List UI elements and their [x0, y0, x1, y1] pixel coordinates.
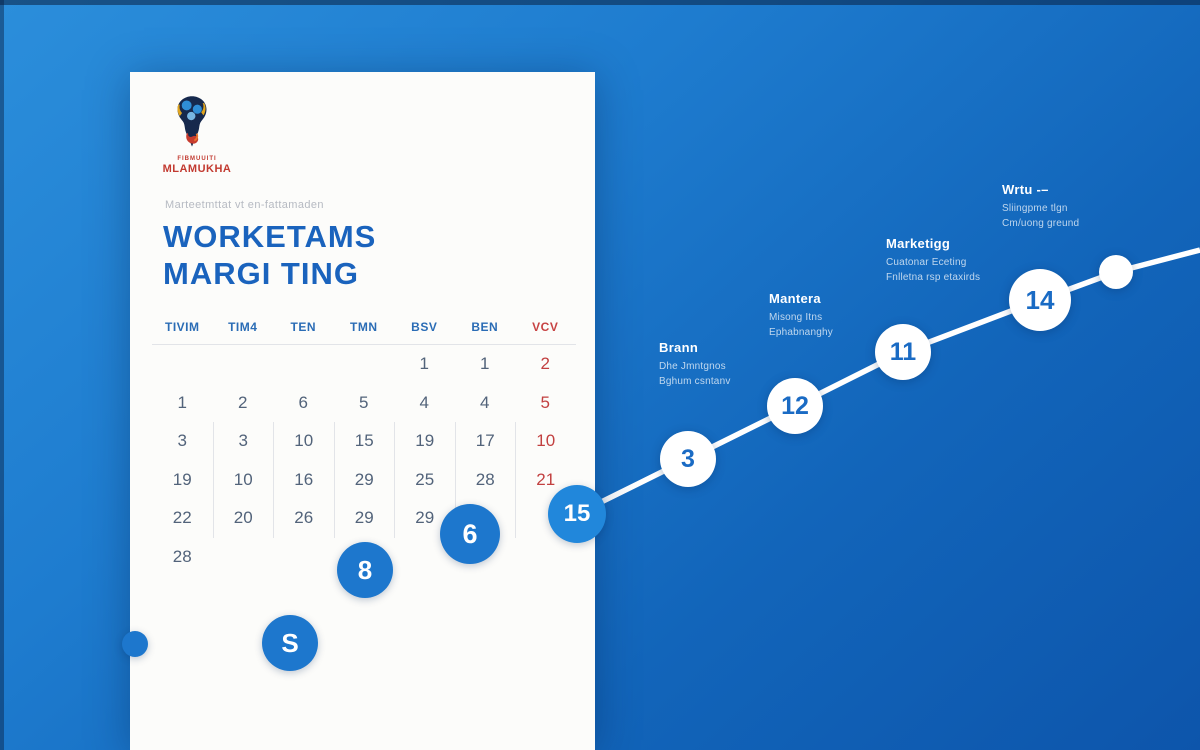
milestone-text: Cm/uong greund [1002, 218, 1080, 229]
calendar-grid: TIVIM TIM4 TEN TMN BSV BEN VCV 1 1 2 1 [152, 312, 576, 576]
calendar-cell: 28 [454, 460, 516, 499]
calendar-day-header: TIVIM [165, 320, 200, 334]
trophy-logo-icon [166, 94, 218, 158]
poster-title-line1: WORKETAMS [163, 219, 377, 254]
logo-caption-small: FIBMUUITI [177, 156, 217, 162]
calendar-cell [152, 345, 213, 384]
calendar-cell: 2 [540, 354, 550, 374]
calendar-cell: 4 [480, 392, 490, 412]
calendar-cell: 29 [333, 460, 395, 499]
calendar-cell: 6 [298, 392, 308, 412]
timeline-start-dot [122, 631, 148, 657]
calendar-header-row: TIVIM TIM4 TEN TMN BSV BEN VCV [152, 312, 576, 342]
calendar-cell: 17 [454, 422, 516, 461]
calendar-cell: 29 [394, 499, 455, 538]
calendar-day-header: TEN [290, 320, 316, 334]
milestone-label: Brann Dhe Jmntgnos Bghum csntanv [659, 340, 809, 389]
calendar-cell [334, 345, 395, 384]
poster-title-line2: MARGI TING [163, 256, 359, 291]
milestone-label: Mantera Misong Itns Ephabnanghy [769, 291, 919, 340]
milestone-text: Fnlletna rsp etaxirds [886, 272, 981, 283]
calendar-cell [273, 538, 334, 577]
poster-subtitle: Marteetmttat vt en-fattamaden [165, 199, 324, 211]
left-edge-shade [0, 0, 4, 750]
calendar-cell [273, 345, 334, 384]
timeline-node: S [262, 615, 318, 671]
calendar-cell [213, 538, 274, 577]
calendar-cell: 20 [212, 499, 274, 538]
milestone-label: Marketigg Cuatonar Eceting Fnlletna rsp … [886, 236, 1036, 285]
calendar-cell [515, 538, 576, 577]
calendar-cell: 5 [359, 392, 369, 412]
calendar-day-header: VCV [532, 320, 559, 334]
calendar-card: FIBMUUITI MLAMUKHA Marteetmttat vt en-fa… [130, 72, 595, 750]
milestone-title: Wrtu -– [1002, 182, 1049, 197]
timeline-node: 8 [337, 542, 393, 598]
timeline-node: 12 [767, 378, 823, 434]
calendar-cell: 19 [172, 469, 192, 489]
calendar-cell: 3 [212, 422, 274, 461]
calendar-day-header: BEN [471, 320, 499, 334]
calendar-cell: 21 [515, 460, 576, 499]
calendar-cell: 16 [273, 460, 334, 499]
timeline-node: 11 [875, 324, 931, 380]
milestone-text: Sliingpme tlgn [1002, 203, 1068, 214]
calendar-cell: 15 [333, 422, 395, 461]
logo-caption: MLAMUKHA [162, 163, 232, 175]
milestone-title: Brann [659, 340, 699, 355]
calendar-cell: 2 [238, 392, 248, 412]
calendar-cell: 10 [515, 422, 576, 461]
timeline-node: 14 [1009, 269, 1071, 331]
milestone-text: Dhe Jmntgnos [659, 361, 726, 372]
poster-title: WORKETAMS MARGI TING [163, 218, 376, 292]
milestone-text: Cuatonar Eceting [886, 257, 967, 268]
calendar-cell: 28 [172, 546, 192, 566]
milestone-text: Bghum csntanv [659, 376, 731, 387]
calendar-cell: 19 [394, 422, 455, 461]
calendar-day-header: BSV [411, 320, 438, 334]
timeline-node: 6 [440, 504, 500, 564]
timeline-end-dot [1099, 255, 1133, 289]
calendar-cell: 3 [177, 431, 187, 451]
calendar-cell: 1 [480, 354, 490, 374]
milestone-title: Mantera [769, 291, 821, 306]
calendar-day-header: TMN [350, 320, 378, 334]
calendar-cell: 10 [212, 460, 274, 499]
calendar-cell [515, 499, 576, 538]
calendar-cell [213, 345, 274, 384]
calendar-cell: 4 [419, 392, 429, 412]
calendar-body: 1 1 2 1 2 6 5 4 4 5 3 3 10 15 19 17 10 [152, 345, 576, 576]
milestone-title: Marketigg [886, 236, 951, 251]
calendar-cell: 26 [273, 499, 334, 538]
timeline-node: 15 [548, 485, 606, 543]
calendar-cell: 10 [273, 422, 334, 461]
calendar-cell: 29 [333, 499, 395, 538]
calendar-cell: 22 [172, 508, 192, 528]
milestone-label: Wrtu -– Sliingpme tlgn Cm/uong greund [1002, 182, 1152, 231]
milestone-text: Ephabnanghy [769, 327, 833, 338]
calendar-cell: 5 [540, 392, 550, 412]
milestone-text: Misong Itns [769, 312, 823, 323]
calendar-day-header: TIM4 [228, 320, 258, 334]
timeline-node: 3 [660, 431, 716, 487]
top-edge-shade [0, 0, 1200, 5]
calendar-header-divider [152, 344, 576, 345]
calendar-cell: 1 [419, 354, 429, 374]
calendar-cell: 25 [394, 460, 455, 499]
calendar-cell: 1 [177, 392, 187, 412]
